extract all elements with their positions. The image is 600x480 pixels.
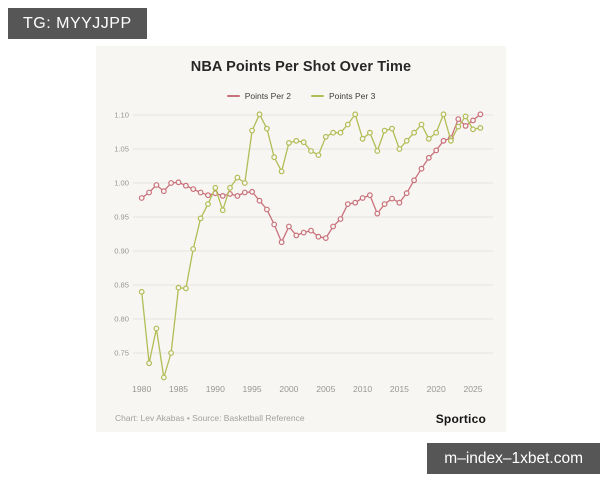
svg-text:2010: 2010 (353, 384, 372, 394)
svg-text:2000: 2000 (279, 384, 298, 394)
watermark-badge-top-text: TG: MYYJJPP (23, 14, 132, 32)
svg-text:1.00: 1.00 (114, 179, 129, 188)
svg-text:1995: 1995 (243, 384, 262, 394)
svg-text:1990: 1990 (206, 384, 225, 394)
chart-panel: 1.10 1.05 1.00 0.95 0.90 0.85 0.80 0.75 1980 1985… (96, 46, 506, 432)
svg-text:2005: 2005 (316, 384, 335, 394)
watermark-badge-bottom-text: m–index–1xbet.com (444, 449, 583, 467)
svg-text:2025: 2025 (463, 384, 482, 394)
chart-legend: Points Per 2 Points Per 3 (96, 91, 506, 101)
chart-canvas: 1.10 1.05 1.00 0.95 0.90 0.85 0.80 0.75 1980 1985… (114, 111, 493, 394)
legend-item-points-per-2: Points Per 2 (226, 91, 291, 101)
svg-text:1.10: 1.10 (114, 111, 129, 120)
watermark-badge-bottom: m–index–1xbet.com (427, 443, 600, 474)
svg-text:2020: 2020 (427, 384, 446, 394)
watermark-badge-top: TG: MYYJJPP (8, 8, 147, 39)
points-per-2-swatch-icon (226, 95, 240, 97)
svg-text:0.80: 0.80 (114, 315, 129, 324)
svg-text:0.95: 0.95 (114, 213, 129, 222)
svg-text:0.90: 0.90 (114, 247, 129, 256)
chart-credit: Chart: Lev Akabas • Source: Basketball R… (115, 413, 305, 423)
legend-label-points-per-2: Points Per 2 (244, 91, 291, 101)
svg-text:1.05: 1.05 (114, 145, 129, 154)
sportico-logo: Sportico (435, 412, 486, 426)
svg-text:2015: 2015 (390, 384, 409, 394)
svg-text:1980: 1980 (132, 384, 151, 394)
svg-text:1985: 1985 (169, 384, 188, 394)
legend-label-points-per-3: Points Per 3 (329, 91, 376, 101)
points-per-3-swatch-icon (311, 95, 324, 97)
svg-text:0.85: 0.85 (114, 281, 129, 290)
legend-item-points-per-3: Points Per 3 (311, 91, 375, 101)
chart-title: NBA Points Per Shot Over Time (190, 59, 412, 75)
svg-text:0.75: 0.75 (114, 349, 129, 358)
